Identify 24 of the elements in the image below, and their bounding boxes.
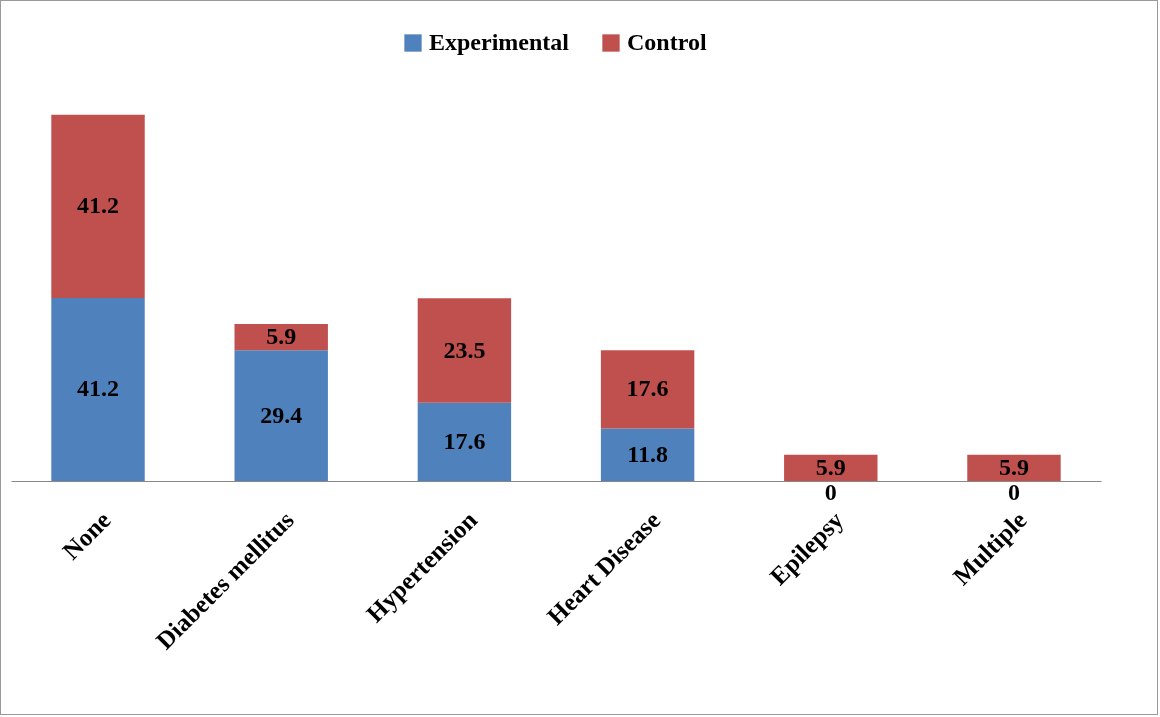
data-label: 5.9 xyxy=(266,323,297,350)
data-label: 5.9 xyxy=(998,453,1029,480)
bar xyxy=(967,454,1061,481)
data-label: 17.6 xyxy=(443,427,486,454)
bar xyxy=(51,297,145,481)
data-label: 41.2 xyxy=(77,375,120,402)
data-label: 41.2 xyxy=(77,192,120,219)
data-label: 0 xyxy=(1007,479,1020,505)
bar xyxy=(51,114,145,298)
data-label: 29.4 xyxy=(260,401,303,428)
data-label: 17.6 xyxy=(626,375,669,402)
bar xyxy=(600,428,695,481)
data-label: 11.8 xyxy=(627,440,668,467)
bar xyxy=(234,350,328,481)
data-label: 5.9 xyxy=(815,453,846,480)
data-label: 0 xyxy=(824,479,837,505)
legend-label: Experimental xyxy=(429,29,570,55)
data-label: 23.5 xyxy=(443,336,486,363)
legend-label: Control xyxy=(627,29,707,55)
bar xyxy=(417,402,512,481)
bar xyxy=(600,350,695,429)
bar xyxy=(234,324,328,351)
bar xyxy=(417,298,512,403)
bar xyxy=(784,454,878,481)
